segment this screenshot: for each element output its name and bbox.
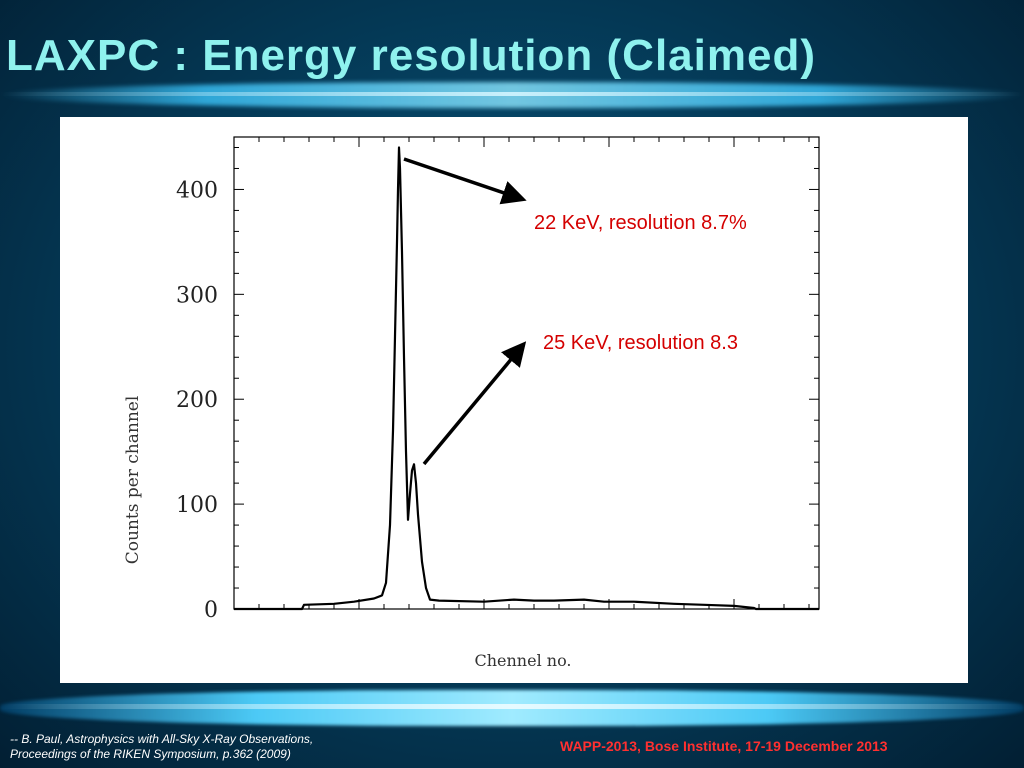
- slide-title: LAXPC : Energy resolution (Claimed): [6, 31, 816, 80]
- citation: -- B. Paul, Astrophysics with All-Sky X-…: [10, 732, 430, 762]
- citation-line-2: Proceedings of the RIKEN Symposium, p.36…: [10, 747, 291, 761]
- spectrum-chart: 0 100 200 300 400 Counts per channel Chennel…: [123, 136, 820, 670]
- annotation-arrow-1: [422, 341, 527, 466]
- spectrum-series-line: [234, 146, 819, 611]
- annotation-arrow-0: [403, 157, 527, 205]
- y-axis-tick-labels: 0 100 200 300 400: [176, 178, 218, 623]
- chart-panel: 0 100 200 300 400 Counts per channel Chennel…: [60, 117, 968, 683]
- bottom-decorative-highlight: [0, 704, 1024, 709]
- y-tick-label: 300: [176, 283, 218, 308]
- plot-frame: [233, 136, 820, 610]
- y-tick-label: 0: [204, 598, 218, 623]
- citation-line-1: -- B. Paul, Astrophysics with All-Sky X-…: [10, 732, 314, 746]
- y-tick-label: 200: [176, 388, 218, 413]
- annotation-22kev: 22 KeV, resolution 8.7%: [534, 212, 747, 234]
- y-tick-label: 100: [176, 493, 218, 518]
- annotation-arrows: [403, 157, 527, 466]
- y-tick-label: 400: [176, 178, 218, 203]
- annotation-25kev: 25 KeV, resolution 8.3: [543, 332, 738, 354]
- y-axis-label: Counts per channel: [123, 396, 143, 565]
- conference-footer: WAPP-2013, Bose Institute, 17-19 Decembe…: [560, 738, 888, 754]
- y-axis-ticks: [233, 137, 819, 610]
- x-axis-label: Chennel no.: [474, 651, 571, 670]
- top-decorative-highlight: [0, 92, 1024, 96]
